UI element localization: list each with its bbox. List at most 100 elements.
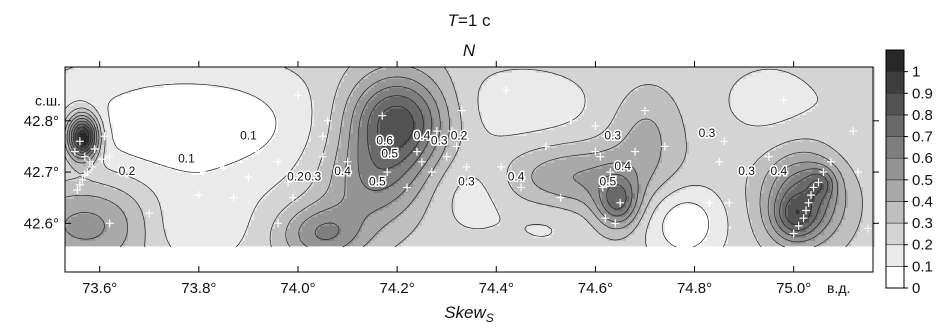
colorbar-tick-label: 1 [912,64,920,81]
station-marker [849,127,858,136]
station-marker [219,162,228,171]
station-marker [462,162,471,171]
contour-band [110,85,710,247]
station-marker [442,152,451,161]
x-tick-label: 74.2° [380,280,415,297]
station-marker [432,127,441,136]
station-markers [70,86,873,238]
contour-label: 0.1 [178,151,195,165]
contour-label: 0.3 [738,164,755,178]
contour-label: 0.1 [240,128,257,142]
contour-label: 0.2 [119,164,136,178]
colorbar-band [885,49,905,72]
colorbar-tick-label: 0.8 [912,107,933,124]
contour-label: 0.5 [369,174,386,188]
station-marker [194,191,203,200]
contour-line [68,86,833,240]
station-marker [383,168,392,177]
station-marker [155,111,164,120]
colorbar-tick-label: 0 [912,280,920,297]
contour-band [65,67,875,247]
station-marker [80,170,89,179]
y-axis-unit: с.ш. [35,92,61,108]
station-marker [403,183,412,192]
station-marker [764,152,773,161]
station-marker [244,116,253,125]
station-marker [601,132,610,141]
station-marker [598,183,607,192]
station-marker [293,91,302,100]
station-marker [274,219,283,228]
contour-line [70,95,829,231]
station-marker [779,96,788,105]
station-marker [417,157,426,166]
station-marker [814,178,823,187]
station-marker [541,142,550,151]
station-marker [452,142,461,151]
station-marker [794,221,803,230]
contour-label: 0.3 [458,174,475,188]
station-marker [802,206,811,215]
station-marker [90,145,99,153]
colorbar-band [885,222,905,246]
station-marker [640,106,649,115]
station-marker [145,209,154,218]
contour-label: 0.6 [376,133,393,147]
colorbar-band [885,266,905,289]
colorbar-tick-label: 0.4 [912,193,933,210]
chart-subtitle: N [463,41,476,60]
contour-lines [64,66,863,248]
station-marker [556,193,565,202]
colorbar-tick-label: 0.3 [912,215,933,232]
contour-label: 0.4 [770,164,787,178]
contour-label: 0.4 [614,159,631,173]
station-marker [85,157,94,166]
contour-band [65,67,848,247]
station-marker [596,152,605,161]
colorbar-band [885,201,905,224]
station-marker [75,180,84,189]
station-marker [378,111,387,120]
contour-label: 0.4 [414,128,431,142]
station-marker [725,198,734,207]
colorbar-frame [885,49,905,289]
station-marker [715,157,724,166]
station-marker [70,147,79,156]
station-marker [318,132,327,141]
contour-label: 0.4 [508,169,525,183]
station-marker [323,116,332,125]
station-marker [209,147,218,156]
axis-ticks: 73.6° 73.8° 74.0° 74.2° 74.4° 74.6° 74.8° 75.0°… [24,61,879,297]
station-marker [606,168,615,177]
colorbar-tick-label: 0.1 [912,258,933,275]
station-marker [274,157,283,166]
station-marker [105,152,114,161]
station-marker [75,137,84,146]
contour-label: 0.4 [334,164,351,178]
station-marker [427,168,436,177]
station-marker [660,142,669,151]
colorbar-band [885,71,905,94]
station-marker [254,147,263,156]
colorbar-tick-label: 0.5 [912,172,933,189]
contour-line [107,83,709,248]
x-tick-label: 74.6° [578,280,613,297]
station-marker [799,214,808,223]
contour-band [65,67,818,247]
station-marker [412,147,421,156]
station-marker [819,168,828,177]
station-marker [457,106,466,115]
station-marker [105,219,114,228]
station-marker [284,178,293,187]
station-marker [720,137,729,146]
plot-frame [64,66,874,273]
station-marker [98,155,107,164]
contour-label: 0.3 [431,133,448,147]
station-marker [502,86,511,95]
colorbar-tick-label: 0.9 [912,85,933,102]
x-tick-label: 75.0° [776,280,811,297]
colorbar-tick-label: 0.6 [912,150,933,167]
station-marker [145,134,154,143]
colorbar-band [885,179,905,202]
